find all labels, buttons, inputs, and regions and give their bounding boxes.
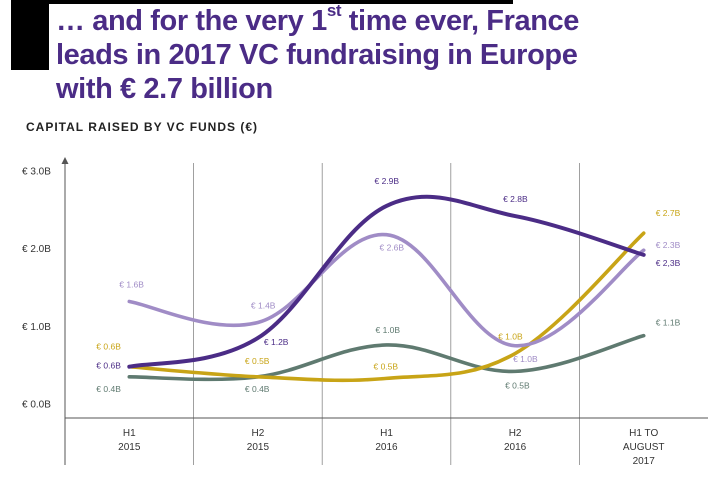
- series-line: [127, 231, 646, 383]
- data-label: € 2.8B: [503, 194, 528, 204]
- data-label: € 0.5B: [245, 356, 270, 366]
- x-tick-label: H2: [509, 428, 522, 439]
- x-tick-label: 2015: [118, 442, 141, 453]
- headline: … and for the very 1st time ever, France…: [56, 1, 579, 106]
- data-label: € 1.0B: [498, 332, 523, 342]
- data-label: € 0.5B: [505, 380, 530, 390]
- data-label: € 2.3B: [656, 240, 681, 250]
- y-tick-label: € 0.0B: [22, 400, 51, 411]
- y-tick-label: € 3.0B: [22, 167, 51, 178]
- data-label: € 2.6B: [380, 243, 405, 253]
- data-label: € 1.1B: [656, 318, 681, 328]
- x-tick-label: AUGUST: [623, 442, 665, 453]
- x-tick-label: 2016: [375, 442, 398, 453]
- headline-line-1: … and for the very 1st time ever, France: [56, 1, 579, 37]
- data-label: € 1.4B: [251, 300, 276, 310]
- y-axis-arrow: [61, 157, 69, 164]
- x-tick-label: 2016: [504, 442, 527, 453]
- data-label: € 1.2B: [264, 337, 289, 347]
- x-tick-label: H2: [252, 428, 265, 439]
- data-label: € 0.6B: [96, 361, 121, 371]
- data-label: € 0.4B: [245, 384, 270, 394]
- data-label: € 2.7B: [656, 208, 681, 218]
- headline-line-3: with € 2.7 billion: [56, 73, 273, 105]
- data-label: € 0.5B: [374, 361, 399, 371]
- y-tick-label: € 2.0B: [22, 244, 51, 255]
- black-corner-block: [11, 0, 49, 70]
- data-label: € 2.9B: [375, 176, 400, 186]
- x-tick-label: H1: [123, 428, 136, 439]
- series-line: [127, 194, 646, 369]
- data-label: € 0.6B: [96, 342, 121, 352]
- top-black-bar: [49, 0, 513, 4]
- data-label: € 1.6B: [119, 279, 144, 289]
- data-label: € 1.0B: [513, 354, 538, 364]
- x-tick-label: 2015: [247, 442, 270, 453]
- data-label: € 2,3B: [656, 258, 681, 268]
- chart-title: CAPITAL RAISED BY VC FUNDS (€): [26, 120, 259, 134]
- series-line: [127, 333, 646, 382]
- data-label: € 0.4B: [96, 384, 121, 394]
- series-line: [127, 232, 646, 348]
- data-label: € 1.0B: [376, 325, 401, 335]
- x-tick-label: H1 TO: [629, 428, 658, 439]
- x-tick-label: H1: [380, 428, 393, 439]
- headline-line-2: leads in 2017 VC fundraising in Europe: [56, 39, 578, 71]
- y-tick-label: € 1.0B: [22, 322, 51, 333]
- x-tick-label: 2017: [633, 456, 656, 467]
